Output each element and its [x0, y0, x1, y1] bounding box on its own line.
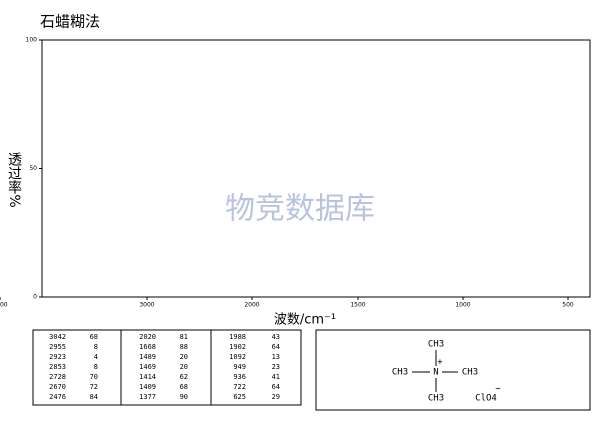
table-cell: 1409: [139, 383, 156, 391]
table-cell: 88: [180, 343, 188, 351]
table-cell: 2728: [49, 373, 66, 381]
table-cell: 1902: [229, 343, 246, 351]
table-cell: 1988: [229, 333, 246, 341]
table-cell: 2020: [139, 333, 156, 341]
table-cell: 13: [272, 353, 280, 361]
table-cell: 1489: [139, 353, 156, 361]
table-cell: 41: [272, 373, 280, 381]
x-axis-label: 波数/cm⁻¹: [274, 313, 336, 328]
structure-label: CH3: [392, 368, 408, 378]
y-tick-label: 50: [29, 165, 37, 172]
table-cell: 62: [180, 373, 188, 381]
structure-label: +: [437, 358, 443, 368]
watermark: 物竞数据库: [225, 192, 375, 227]
y-tick-label: 0: [33, 294, 37, 301]
table-cell: 8: [94, 343, 98, 351]
table-cell: 1414: [139, 373, 156, 381]
structure-label: CH3: [428, 394, 444, 404]
table-cell: 64: [272, 383, 280, 391]
table-cell: 84: [90, 393, 98, 401]
table-cell: 90: [180, 393, 188, 401]
table-cell: 2923: [49, 353, 66, 361]
table-cell: 43: [272, 333, 280, 341]
structure-label: ClO4: [475, 394, 497, 404]
table-cell: 81: [180, 333, 188, 341]
table-frame: [32, 329, 302, 406]
table-cell: 64: [272, 343, 280, 351]
table-cell: 70: [90, 373, 98, 381]
structure-label: −: [495, 385, 501, 395]
table-cell: 68: [90, 333, 98, 341]
x-tick-label: 1000: [455, 302, 470, 309]
table-cell: 1377: [139, 393, 156, 401]
table-cell: 72: [90, 383, 98, 391]
structure-frame: [315, 329, 591, 411]
x-tick-label: 2000: [244, 302, 259, 309]
table-cell: 8: [94, 363, 98, 371]
x-tick-label: 4000: [0, 302, 8, 309]
y-tick-label: 100: [26, 37, 38, 44]
y-axis-label: 透过率%: [6, 152, 22, 207]
structure-label: CH3: [462, 368, 478, 378]
table-cell: 3042: [49, 333, 66, 341]
chart-title: 石蜡糊法: [40, 13, 100, 31]
table-cell: 2853: [49, 363, 66, 371]
table-cell: 23: [272, 363, 280, 371]
table-cell: 949: [233, 363, 246, 371]
x-tick-label: 1500: [350, 302, 365, 309]
table-cell: 68: [180, 383, 188, 391]
structure-label: N: [433, 368, 438, 378]
table-cell: 2670: [49, 383, 66, 391]
table-cell: 1469: [139, 363, 156, 371]
table-cell: 20: [180, 363, 188, 371]
table-cell: 4: [94, 353, 98, 361]
table-cell: 936: [233, 373, 246, 381]
x-tick-label: 500: [562, 302, 574, 309]
table-cell: 722: [233, 383, 246, 391]
x-tick-label: 3000: [139, 302, 154, 309]
table-cell: 625: [233, 393, 246, 401]
table-cell: 2955: [49, 343, 66, 351]
table-cell: 1092: [229, 353, 246, 361]
plot-frame: [41, 39, 591, 298]
table-cell: 29: [272, 393, 280, 401]
table-cell: 2476: [49, 393, 66, 401]
structure-label: CH3: [428, 340, 444, 350]
table-cell: 20: [180, 353, 188, 361]
table-cell: 1668: [139, 343, 156, 351]
